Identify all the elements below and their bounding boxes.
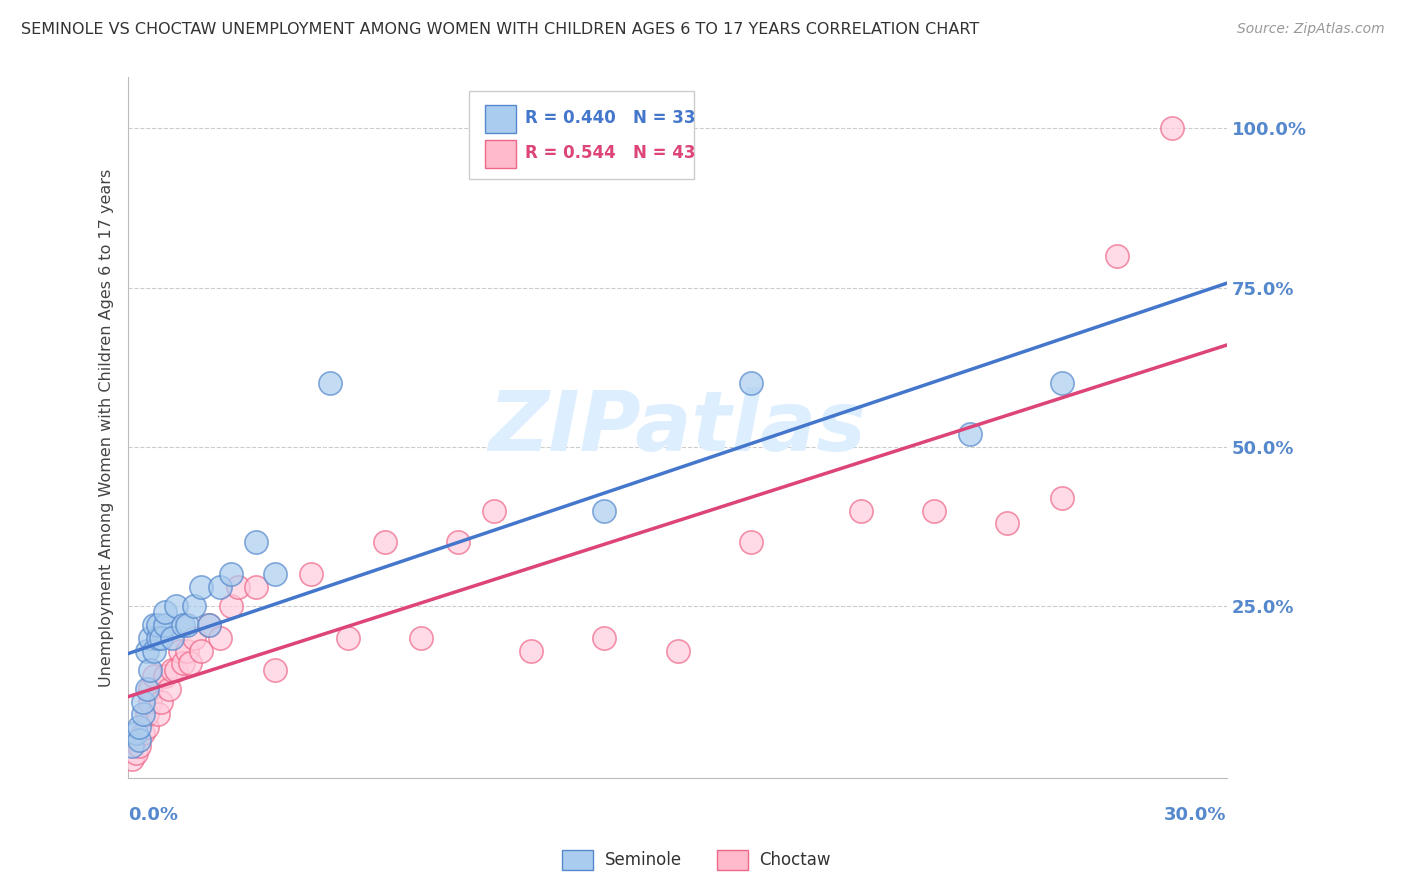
Text: R = 0.544   N = 43: R = 0.544 N = 43 [524, 144, 696, 162]
Point [336, 631, 359, 645]
Point [176, 643, 198, 657]
Point [176, 618, 198, 632]
Point [666, 643, 689, 657]
Point [128, 739, 150, 754]
Text: Seminole: Seminole [605, 851, 682, 869]
Point [124, 746, 146, 760]
Point [593, 503, 616, 517]
Point [1050, 376, 1073, 391]
Point [135, 643, 157, 657]
Point [132, 695, 155, 709]
Point [146, 618, 169, 632]
Point [740, 376, 762, 391]
Point [146, 707, 169, 722]
Text: 30.0%: 30.0% [1164, 806, 1227, 824]
Point [849, 503, 872, 517]
Point [135, 707, 157, 722]
Point [142, 618, 165, 632]
Point [245, 535, 267, 549]
Point [135, 720, 157, 734]
Point [179, 657, 201, 671]
Point [995, 516, 1018, 531]
Point [121, 752, 143, 766]
Point [121, 739, 143, 754]
Point [198, 618, 221, 632]
Text: Source: ZipAtlas.com: Source: ZipAtlas.com [1237, 22, 1385, 37]
Point [142, 643, 165, 657]
Point [447, 535, 470, 549]
Point [198, 618, 221, 632]
Point [411, 631, 433, 645]
Point [190, 580, 212, 594]
Point [146, 631, 169, 645]
Point [153, 669, 176, 683]
Point [128, 732, 150, 747]
Point [132, 726, 155, 740]
Point [124, 726, 146, 740]
Point [740, 535, 762, 549]
Point [183, 631, 205, 645]
Point [165, 663, 187, 677]
Point [135, 681, 157, 696]
Point [219, 599, 242, 613]
Point [139, 681, 162, 696]
Text: Choctaw: Choctaw [759, 851, 831, 869]
Point [263, 663, 285, 677]
Point [150, 695, 173, 709]
Point [374, 535, 396, 549]
Point [172, 618, 194, 632]
Point [226, 580, 249, 594]
Point [520, 643, 543, 657]
Point [959, 427, 981, 442]
Point [484, 503, 506, 517]
Bar [485, 140, 516, 169]
Text: ZIPatlas: ZIPatlas [488, 387, 866, 468]
Point [183, 599, 205, 613]
Point [160, 631, 183, 645]
Point [150, 631, 173, 645]
Point [263, 567, 285, 582]
Point [142, 669, 165, 683]
Point [139, 695, 162, 709]
Point [172, 657, 194, 671]
Point [157, 681, 180, 696]
Point [169, 643, 191, 657]
Point [139, 631, 162, 645]
Point [208, 580, 231, 594]
Point [190, 643, 212, 657]
Point [128, 720, 150, 734]
Text: 0.0%: 0.0% [128, 806, 179, 824]
Point [153, 618, 176, 632]
Bar [485, 105, 516, 133]
Point [208, 631, 231, 645]
Point [153, 606, 176, 620]
Point [132, 707, 155, 722]
Point [1050, 491, 1073, 505]
Text: R = 0.440   N = 33: R = 0.440 N = 33 [524, 109, 696, 127]
Text: SEMINOLE VS CHOCTAW UNEMPLOYMENT AMONG WOMEN WITH CHILDREN AGES 6 TO 17 YEARS CO: SEMINOLE VS CHOCTAW UNEMPLOYMENT AMONG W… [21, 22, 980, 37]
Point [1105, 249, 1128, 263]
Point [299, 567, 322, 582]
Point [245, 580, 267, 594]
Point [318, 376, 340, 391]
Y-axis label: Unemployment Among Women with Children Ages 6 to 17 years: Unemployment Among Women with Children A… [100, 169, 114, 687]
FancyBboxPatch shape [468, 92, 695, 179]
Point [922, 503, 945, 517]
Point [165, 599, 187, 613]
Point [219, 567, 242, 582]
Point [139, 663, 162, 677]
Point [1160, 121, 1182, 136]
Point [593, 631, 616, 645]
Point [160, 663, 183, 677]
